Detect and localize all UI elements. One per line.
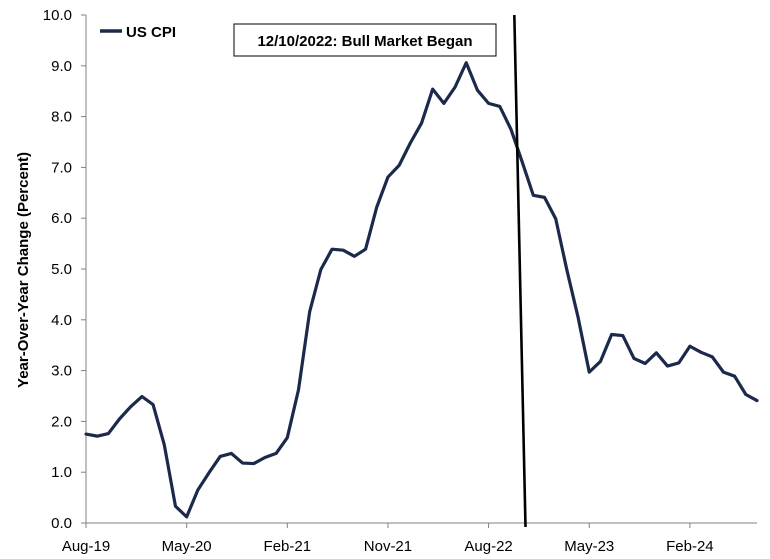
us-cpi-series-line	[84, 61, 759, 519]
y-tick-label: 3.0	[51, 363, 72, 380]
y-tick-label: 8.0	[51, 109, 72, 126]
x-tick-label: Feb-21	[264, 538, 312, 555]
y-tick-label: 0.0	[51, 515, 72, 532]
legend: US CPI	[100, 24, 176, 41]
x-tick-label: May-23	[564, 538, 614, 555]
bull-market-marker-line	[513, 14, 527, 528]
y-tick-label: 10.0	[43, 7, 72, 24]
y-tick-label: 7.0	[51, 159, 72, 176]
annotation-text: 12/10/2022: Bull Market Began	[257, 33, 472, 50]
x-tick-label: May-20	[162, 538, 212, 555]
y-tick-label: 4.0	[51, 312, 72, 329]
legend-label-us-cpi: US CPI	[126, 24, 176, 41]
x-tick-label: Feb-24	[666, 538, 714, 555]
x-axis: Aug-19 May-20 Feb-21 Nov-21 Aug-22 May-23 Feb-…	[62, 522, 757, 555]
x-tick-label: Aug-22	[464, 538, 512, 555]
bull-market-annotation: 12/10/2022: Bull Market Began	[233, 23, 497, 57]
y-tick-label: 1.0	[51, 464, 72, 481]
y-tick-label: 9.0	[51, 58, 72, 75]
y-tick-label: 6.0	[51, 210, 72, 227]
x-tick-label: Aug-19	[62, 538, 110, 555]
y-axis-title: Year-Over-Year Change (Percent)	[15, 152, 32, 388]
x-tick-label: Nov-21	[364, 538, 412, 555]
y-axis: 0.0 1.0 2.0 3.0 4.0 5.0 6.0 7.0 8.0 9.0 10.0	[43, 7, 87, 532]
y-tick-label: 2.0	[51, 413, 72, 430]
annotation-box	[233, 23, 497, 57]
y-tick-label: 5.0	[51, 261, 72, 278]
